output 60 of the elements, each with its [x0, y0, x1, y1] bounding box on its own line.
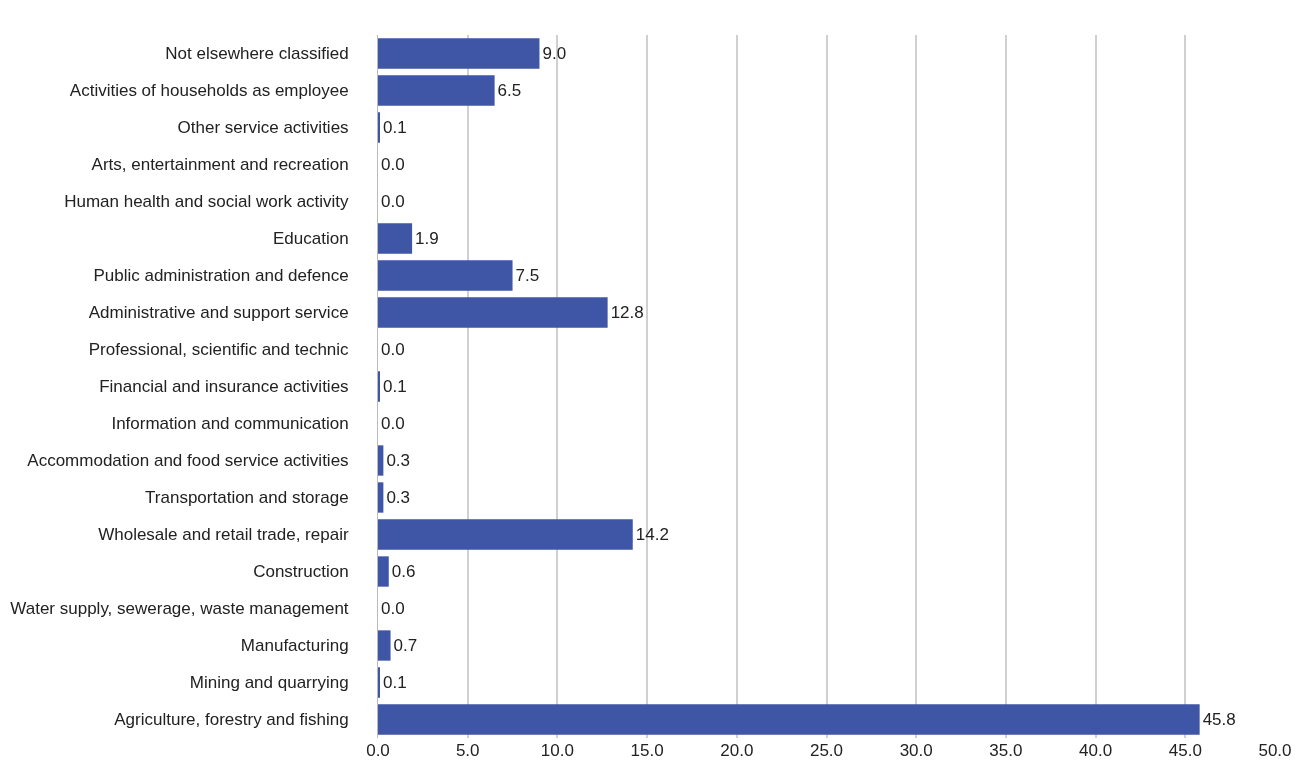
bar — [378, 704, 1200, 735]
bar — [378, 519, 633, 550]
data-label: 6.5 — [497, 81, 522, 100]
x-tick-label: 0.0 — [366, 741, 390, 760]
bar — [378, 223, 413, 254]
y-tick-label: Mining and quarrying — [189, 673, 349, 693]
data-label: 0.0 — [381, 155, 405, 174]
data-label: 9.0 — [542, 44, 567, 63]
y-tick-label: Professional, scientific and technic — [88, 340, 350, 360]
y-tick-label: Construction — [253, 562, 349, 582]
data-label: 0.6 — [391, 562, 416, 581]
data-label: 14.2 — [635, 525, 669, 544]
bar — [378, 630, 391, 661]
data-label: 0.0 — [381, 340, 405, 359]
x-tick-label: 35.0 — [989, 741, 1023, 760]
x-tick-label: 20.0 — [720, 741, 754, 760]
x-tick-label: 5.0 — [455, 741, 480, 760]
y-tick-label: Administrative and support service — [88, 303, 349, 323]
y-tick-label: Financial and insurance activities — [99, 377, 349, 397]
data-label: 0.1 — [383, 377, 407, 396]
data-label: 0.1 — [383, 673, 407, 692]
bar — [378, 38, 540, 69]
y-tick-label: Education — [272, 229, 349, 249]
bar — [378, 482, 384, 513]
y-tick-label: Information and communication — [111, 414, 349, 434]
x-tick-label: 30.0 — [899, 741, 933, 760]
y-tick-label: Accommodation and food service activities — [27, 451, 349, 471]
y-tick-label: Human health and social work activity — [64, 192, 350, 212]
x-tick-label: 40.0 — [1079, 741, 1113, 760]
x-tick-label: 45.0 — [1168, 741, 1202, 760]
data-label: 0.3 — [386, 451, 411, 470]
data-label: 0.7 — [393, 636, 418, 655]
y-tick-label: Manufacturing — [240, 636, 349, 656]
x-tick-label: 10.0 — [540, 741, 574, 760]
data-label: 0.3 — [386, 488, 411, 507]
bar — [378, 297, 608, 328]
y-tick-label: Other service activities — [177, 118, 349, 138]
data-label: 45.8 — [1202, 710, 1236, 729]
y-tick-label: Activities of households as employee — [69, 81, 349, 101]
bar — [378, 75, 495, 106]
data-label: 0.0 — [381, 414, 405, 433]
data-label: 0.0 — [381, 599, 405, 618]
y-tick-label: Not elsewhere classified — [165, 44, 349, 64]
bar — [378, 556, 389, 587]
data-label: 7.5 — [515, 266, 540, 285]
y-tick-label: Public administration and defence — [93, 266, 349, 286]
x-tick-label: 50.0 — [1258, 741, 1292, 760]
data-label: 12.8 — [610, 303, 644, 322]
y-tick-label: Agriculture, forestry and fishing — [114, 710, 349, 730]
y-tick-label: Wholesale and retail trade, repair — [98, 525, 349, 545]
y-tick-label: Transportation and storage — [145, 488, 349, 508]
data-label: 0.1 — [383, 118, 407, 137]
data-label: 0.0 — [381, 192, 405, 211]
bar — [378, 445, 384, 476]
y-tick-label: Arts, entertainment and recreation — [91, 155, 349, 175]
x-tick-label: 15.0 — [630, 741, 664, 760]
data-label: 1.9 — [415, 229, 439, 248]
y-tick-label: Water supply, sewerage, waste management — [10, 599, 349, 619]
bar — [378, 260, 513, 291]
x-tick-label: 25.0 — [809, 741, 844, 760]
